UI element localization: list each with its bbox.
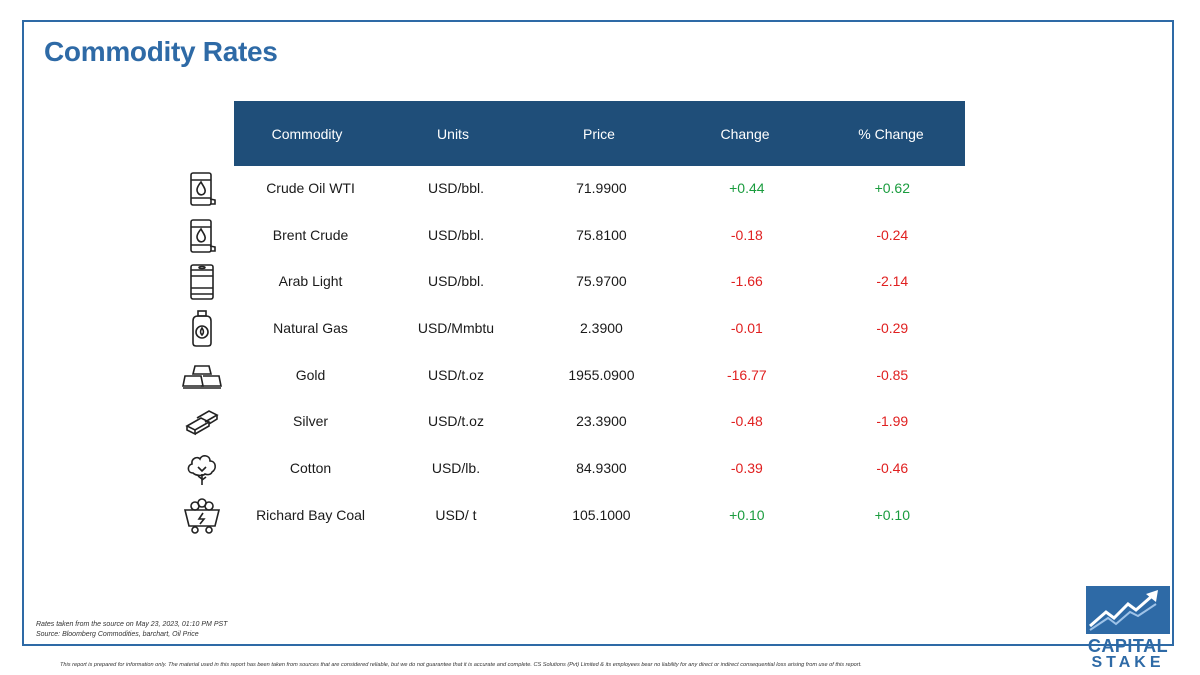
logo-text-capital: CAPITAL bbox=[1087, 636, 1169, 656]
commodity-pct-change: +0.62 bbox=[874, 180, 910, 196]
commodity-price: 84.9300 bbox=[576, 460, 627, 476]
commodity-price: 75.9700 bbox=[576, 273, 627, 289]
table-row: Natural Gas USD/Mmbtu 2.3900 -0.01 -0.29 bbox=[178, 305, 965, 351]
commodity-name: Arab Light bbox=[278, 273, 343, 289]
commodity-price: 71.9900 bbox=[576, 180, 627, 196]
commodity-price: 2.3900 bbox=[579, 320, 623, 336]
cotton-icon bbox=[178, 445, 226, 491]
oil-barrel-drop-icon bbox=[178, 212, 226, 258]
commodity-units: USD/ t bbox=[435, 507, 477, 523]
gold-bars-icon bbox=[178, 352, 226, 398]
commodity-name: Silver bbox=[293, 413, 329, 429]
commodity-pct-change: +0.10 bbox=[874, 507, 910, 523]
commodity-name: Crude Oil WTI bbox=[266, 180, 355, 196]
commodity-name: Cotton bbox=[289, 460, 332, 476]
barrel-icon bbox=[178, 258, 226, 304]
page-title: Commodity Rates bbox=[44, 36, 278, 67]
commodity-units: USD/t.oz bbox=[427, 413, 484, 429]
table-row: Gold USD/t.oz 1955.0900 -16.77 -0.85 bbox=[178, 352, 965, 398]
commodity-price: 75.8100 bbox=[576, 227, 627, 243]
header-change: Change bbox=[720, 125, 770, 142]
header-commodity: Commodity bbox=[271, 125, 343, 142]
commodity-change: +0.44 bbox=[729, 180, 765, 196]
table-row: Brent Crude USD/bbl. 75.8100 -0.18 -0.24 bbox=[178, 212, 965, 258]
commodity-pct-change: -0.46 bbox=[876, 460, 909, 476]
table-row: Arab Light USD/bbl. 75.9700 -1.66 -2.14 bbox=[178, 258, 965, 304]
commodity-pct-change: -2.14 bbox=[876, 273, 909, 289]
source-note: Source: Bloomberg Commodities, barchart,… bbox=[36, 631, 199, 638]
silver-bars-icon bbox=[178, 398, 226, 444]
commodity-change: -0.01 bbox=[730, 320, 763, 336]
commodity-units: USD/bbl. bbox=[427, 273, 484, 289]
commodity-pct-change: -1.99 bbox=[876, 413, 909, 429]
capital-stake-logo: CAPITAL STAKE bbox=[1084, 584, 1172, 672]
commodity-change: -16.77 bbox=[726, 367, 767, 383]
logo-graph-box bbox=[1086, 586, 1170, 634]
commodity-units: USD/bbl. bbox=[427, 180, 484, 196]
coal-cart-icon bbox=[178, 492, 226, 538]
gas-cylinder-icon bbox=[178, 305, 226, 351]
header-pct-change: % Change bbox=[858, 125, 924, 142]
commodity-units: USD/Mmbtu bbox=[417, 320, 495, 336]
commodity-name: Richard Bay Coal bbox=[256, 507, 365, 523]
header-units: Units bbox=[437, 125, 469, 142]
commodity-price: 105.1000 bbox=[572, 507, 631, 523]
table-header: Commodity Units Price Change % Change bbox=[234, 101, 965, 166]
commodity-change: -0.48 bbox=[730, 413, 763, 429]
commodity-pct-change: -0.24 bbox=[876, 227, 909, 243]
rates-timestamp-note: Rates taken from the source on May 23, 2… bbox=[36, 621, 228, 628]
commodity-pct-change: -0.29 bbox=[876, 320, 909, 336]
table-row: Crude Oil WTI USD/bbl. 71.9900 +0.44 +0.… bbox=[178, 165, 965, 211]
commodity-pct-change: -0.85 bbox=[876, 367, 909, 383]
table-row: Silver USD/t.oz 23.3900 -0.48 -1.99 bbox=[178, 398, 965, 444]
commodity-change: -0.18 bbox=[730, 227, 763, 243]
commodity-price: 23.3900 bbox=[576, 413, 627, 429]
commodity-change: +0.10 bbox=[729, 507, 765, 523]
header-price: Price bbox=[583, 125, 615, 142]
logo-text-stake: STAKE bbox=[1091, 654, 1165, 671]
commodity-units: USD/lb. bbox=[431, 460, 481, 476]
rising-chart-icon bbox=[1089, 590, 1158, 631]
page-frame bbox=[22, 20, 1174, 646]
commodity-price: 1955.0900 bbox=[568, 367, 635, 383]
commodity-name: Gold bbox=[295, 367, 326, 383]
commodity-name: Natural Gas bbox=[273, 320, 348, 336]
table-row: Cotton USD/lb. 84.9300 -0.39 -0.46 bbox=[178, 445, 965, 491]
disclaimer: This report is prepared for information … bbox=[60, 662, 862, 668]
commodity-units: USD/bbl. bbox=[427, 227, 484, 243]
commodity-change: -0.39 bbox=[730, 460, 763, 476]
commodity-change: -1.66 bbox=[730, 273, 763, 289]
commodity-units: USD/t.oz bbox=[427, 367, 484, 383]
commodity-name: Brent Crude bbox=[272, 227, 349, 243]
table-row: Richard Bay Coal USD/ t 105.1000 +0.10 +… bbox=[178, 492, 965, 538]
oil-barrel-drop-icon bbox=[178, 165, 226, 211]
